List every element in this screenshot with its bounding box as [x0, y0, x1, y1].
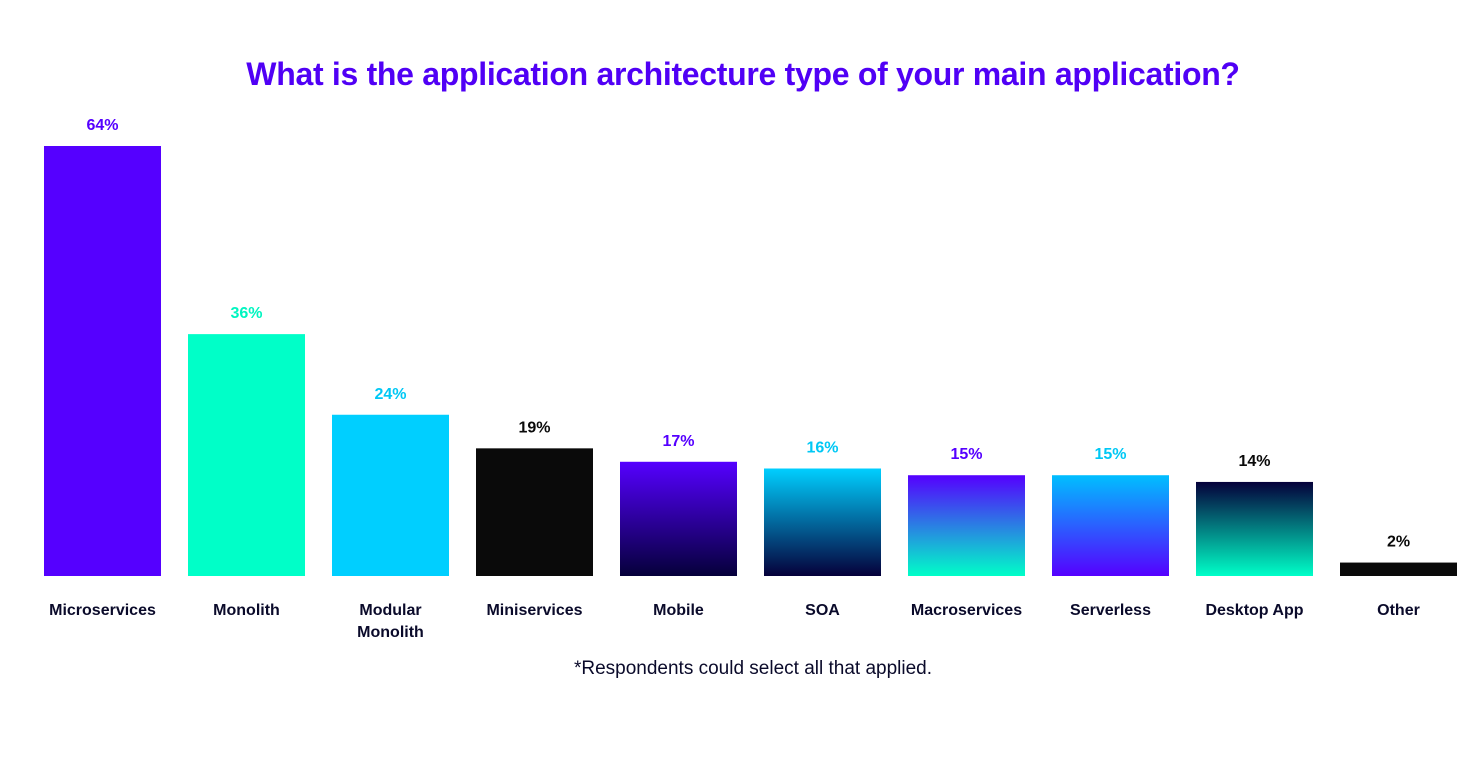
value-label: 36%: [230, 305, 262, 322]
value-label: 16%: [806, 440, 838, 457]
value-label: 24%: [374, 386, 406, 403]
bar-serverless: [1052, 475, 1169, 576]
value-label: 14%: [1238, 453, 1270, 470]
bar-other: [1340, 562, 1457, 576]
chart-footnote: *Respondents could select all that appli…: [573, 658, 933, 679]
category-label: Other: [1377, 602, 1420, 619]
value-label: 19%: [518, 419, 550, 436]
bar-modular-monolith: [332, 414, 449, 576]
category-label: SOA: [805, 602, 840, 619]
value-label: 2%: [1387, 534, 1410, 551]
bar-mobile: [620, 461, 737, 576]
value-label: 64%: [86, 117, 118, 134]
value-label: 15%: [1094, 446, 1126, 463]
category-label: Modular: [359, 602, 421, 619]
bar-soa: [764, 468, 881, 576]
chart-title: What is the application architecture typ…: [246, 56, 1240, 92]
value-label: 15%: [950, 446, 982, 463]
bar-desktop-app: [1196, 481, 1313, 576]
bar-miniservices: [476, 448, 593, 576]
bar-monolith: [188, 334, 305, 576]
category-label: Desktop App: [1205, 602, 1303, 619]
category-label: Mobile: [653, 602, 704, 619]
category-label: Monolith: [357, 624, 424, 641]
bar-macroservices: [908, 475, 1025, 576]
category-label: Miniservices: [486, 602, 582, 619]
category-label: Monolith: [213, 602, 280, 619]
category-label: Serverless: [1070, 602, 1151, 619]
category-label: Microservices: [49, 602, 156, 619]
value-label: 17%: [662, 433, 694, 450]
bar-microservices: [44, 146, 161, 576]
category-label: Macroservices: [911, 602, 1022, 619]
